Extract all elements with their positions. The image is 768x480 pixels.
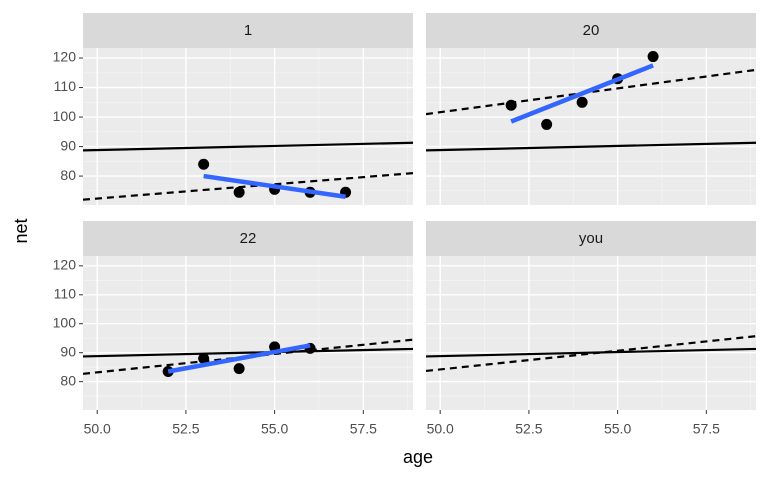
y-tick-label: 100 [53, 108, 77, 124]
strip [426, 13, 756, 48]
solid-line [83, 347, 413, 358]
strip-label: you [579, 230, 603, 247]
dashed-line [426, 68, 756, 116]
point [233, 363, 245, 375]
point [233, 186, 245, 198]
point [505, 99, 517, 111]
panel [83, 256, 413, 410]
y-tick-label: 120 [53, 49, 77, 65]
x-tick-label: 52.5 [515, 421, 542, 437]
strip-label: 22 [240, 230, 257, 247]
solid-line [426, 347, 756, 358]
y-tick-label: 90 [60, 137, 76, 153]
fit-line [510, 63, 654, 124]
x-tick-label: 52.5 [172, 421, 199, 437]
x-tick-label: 57.5 [350, 421, 377, 437]
panel-background [83, 256, 413, 410]
y-tick-label: 110 [54, 285, 77, 301]
panel [426, 256, 756, 410]
panel-background [426, 48, 756, 205]
strip [426, 221, 756, 256]
y-tick-label: 80 [60, 372, 76, 388]
point [576, 96, 588, 108]
y-tick-label: 110 [54, 78, 77, 94]
strip-label: 20 [583, 22, 600, 39]
panel [83, 48, 413, 205]
strip [83, 221, 413, 256]
strip [83, 13, 413, 48]
point [541, 118, 553, 130]
panel-background [83, 48, 413, 205]
panel-background [426, 256, 756, 410]
point [647, 51, 659, 63]
y-axis-title: net [11, 218, 31, 243]
strip-label: 1 [244, 22, 252, 39]
dashed-line [426, 335, 756, 373]
y-tick-label: 120 [53, 257, 77, 273]
point [198, 352, 210, 364]
x-tick-label: 55.0 [604, 421, 631, 437]
y-tick-label: 80 [60, 167, 76, 183]
y-tick-label: 100 [53, 314, 77, 330]
x-tick-label: 55.0 [261, 421, 288, 437]
fit-line [167, 343, 311, 374]
panel [426, 48, 756, 205]
y-tick-label: 90 [60, 343, 76, 359]
dashed-line [83, 338, 413, 375]
fit-line [203, 173, 346, 199]
x-tick-label: 57.5 [693, 421, 720, 437]
x-tick-label: 50.0 [427, 421, 454, 437]
solid-line [426, 141, 756, 152]
x-axis-title: age [403, 447, 433, 467]
solid-line [83, 141, 413, 152]
point [198, 158, 210, 170]
x-tick-label: 50.0 [84, 421, 111, 437]
